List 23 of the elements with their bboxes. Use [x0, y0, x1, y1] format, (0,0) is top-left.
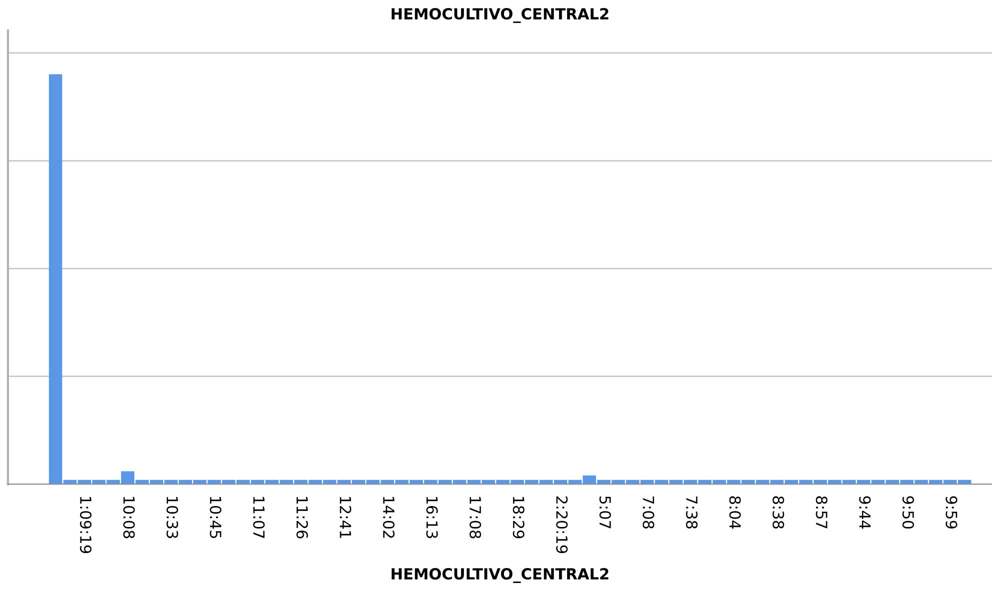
x-tick-label: 10:08: [123, 496, 135, 538]
x-tick-label: 5:07: [599, 496, 611, 528]
x-tick-label: 14:02: [382, 496, 395, 538]
x-tick-label: 18:29: [512, 496, 524, 538]
x-tick-label: 17:08: [470, 496, 482, 538]
x-tick-label: 11:26: [296, 496, 308, 538]
x-tick-label: 2:20:19: [556, 496, 568, 554]
x-tick-label: 7:08: [642, 496, 654, 529]
x-tick-label: 8:57: [816, 496, 828, 528]
x-tick-label: 1:09:19: [80, 496, 92, 554]
x-tick-label: 9:44: [859, 496, 871, 529]
x-tick-label: 16:13: [426, 496, 438, 538]
x-tick-label: 9:50: [902, 496, 914, 529]
x-tick-label: 7:38: [686, 496, 698, 529]
x-tick-label: 10:33: [166, 496, 178, 538]
x-tick-label: 8:38: [772, 496, 784, 529]
x-tick-label: 9:59: [946, 496, 958, 528]
chart-title: HEMOCULTIVO_CENTRAL2: [392, 8, 608, 23]
x-axis-title: HEMOCULTIVO_CENTRAL2: [392, 568, 608, 583]
x-tick-label: 11:07: [253, 496, 265, 538]
x-tick-label: 8:04: [729, 496, 741, 529]
x-tick-label: 12:41: [340, 496, 352, 538]
x-tick-label: 10:45: [210, 496, 222, 538]
